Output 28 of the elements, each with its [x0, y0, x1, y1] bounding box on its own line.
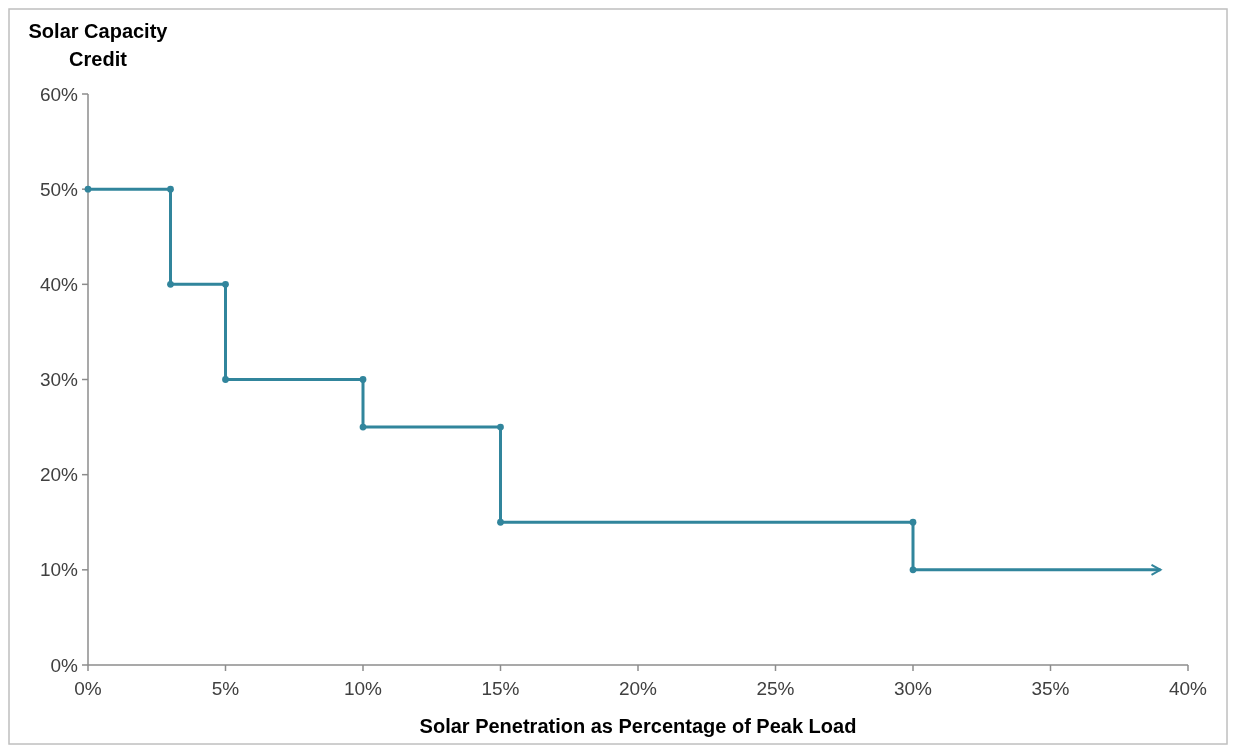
x-tick-label: 25% [756, 678, 795, 699]
y-tick-label: 60% [39, 83, 79, 105]
x-tick-label: 35% [1031, 678, 1070, 699]
y-tick-label: 50% [39, 178, 79, 200]
y-tick-label: 20% [39, 464, 79, 486]
x-tick-label: 30% [893, 678, 933, 699]
point [497, 518, 504, 526]
x-tick-label: 40% [1168, 678, 1208, 699]
y-axis-title: Solar Capacity Credit [28, 20, 169, 70]
x-tick-label: 0% [74, 678, 102, 699]
y-tick-label: 30% [39, 369, 79, 391]
point [222, 376, 229, 383]
y-tick-label: 10% [39, 559, 79, 581]
y-tick-label: 0% [50, 654, 79, 676]
point [222, 280, 229, 288]
point [359, 423, 367, 431]
point [167, 185, 174, 193]
x-tick-label: 20% [618, 678, 658, 699]
point [497, 423, 504, 431]
x-tick-label: 15% [481, 678, 520, 699]
x-axis-title: Solar Penetration as Percentage of Peak Load [419, 715, 857, 737]
point [359, 376, 367, 383]
x-tick-label: 5% [211, 678, 240, 699]
point [167, 280, 174, 288]
x-tick-label: 10% [343, 678, 383, 699]
point [909, 566, 917, 574]
y-tick-label: 40% [39, 273, 79, 295]
point [909, 518, 917, 526]
